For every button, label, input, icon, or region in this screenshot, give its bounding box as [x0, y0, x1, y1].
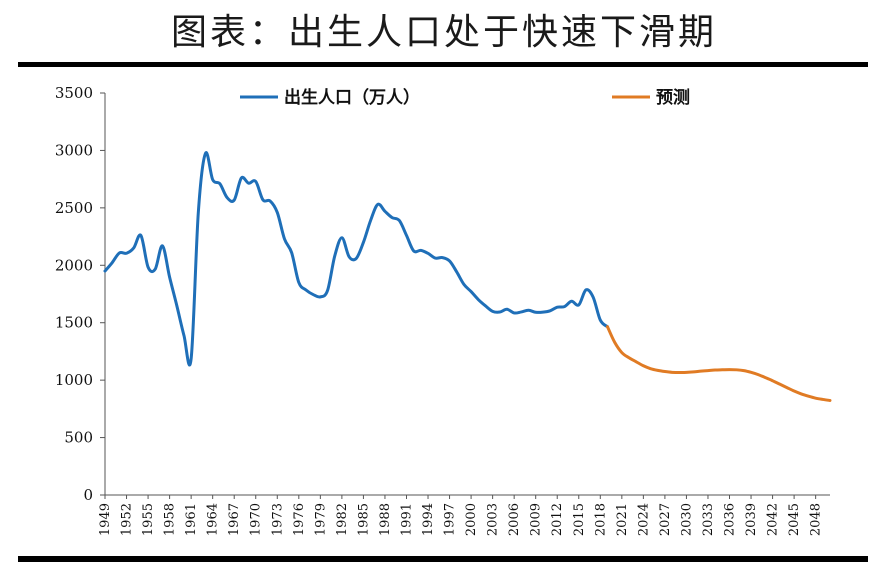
y-tick-label: 3000: [55, 141, 93, 159]
x-tick-label: 2015: [572, 503, 587, 536]
x-tick-label: 1952: [120, 503, 135, 536]
x-tick-label: 1958: [163, 503, 178, 536]
x-tick-label: 1994: [421, 503, 436, 536]
y-tick-label: 500: [64, 429, 93, 447]
x-tick-label: 2027: [658, 503, 673, 536]
y-tick-label: 1500: [55, 314, 93, 332]
y-tick-label: 3500: [55, 84, 93, 102]
x-axis: 1949 1952 1955 1958 1961 1964 1967 1970 1973 1976…: [98, 494, 830, 536]
x-tick-label: 1991: [399, 503, 414, 536]
x-tick-label: 2024: [636, 503, 651, 536]
x-tick-label: 2006: [507, 503, 522, 536]
x-tick-label: 2042: [766, 503, 781, 536]
x-tick-label: 2012: [550, 503, 565, 536]
x-tick-label: 1949: [98, 503, 113, 536]
legend-label: 出生人口（万人）: [284, 87, 420, 108]
x-tick-label: 2018: [593, 503, 608, 536]
x-tick-label: 1988: [378, 503, 393, 536]
x-tick-label: 2048: [809, 503, 824, 536]
x-tick-label: 1979: [313, 503, 328, 536]
x-tick-label: 1955: [141, 503, 156, 536]
x-tick-label: 2039: [744, 503, 759, 536]
x-tick-label: 2003: [486, 503, 501, 536]
y-axis: 0 500 1000 1500 2000 2500 3000 3500: [55, 84, 106, 504]
x-tick-label: 1973: [270, 503, 285, 536]
x-tick-label: 2033: [701, 503, 716, 536]
x-tick-label: 1982: [335, 503, 350, 536]
legend-label: 预测: [656, 87, 690, 108]
actual-birth-line: [103, 151, 609, 367]
x-tick-label: 1967: [227, 503, 242, 536]
forecast-line: [605, 325, 832, 402]
x-tick-label: 1964: [206, 503, 221, 536]
y-tick-label: 1000: [55, 371, 93, 389]
series-lines: [103, 151, 832, 402]
x-tick-label: 2009: [529, 503, 544, 536]
x-tick-label: 2036: [723, 503, 738, 536]
x-tick-label: 1976: [292, 503, 307, 536]
x-tick-label: 2030: [679, 503, 694, 536]
top-rule: [18, 62, 868, 67]
x-tick-label: 1985: [356, 503, 371, 536]
y-tick-label: 2000: [55, 256, 93, 274]
page-title: 图表：出生人口处于快速下滑期: [170, 12, 717, 53]
x-tick-label: 1997: [443, 503, 458, 536]
x-tick-label: 2045: [787, 503, 802, 536]
y-tick-label: 2500: [55, 199, 93, 217]
x-tick-label: 1961: [184, 503, 199, 536]
bottom-rule: [18, 556, 868, 562]
x-tick-label: 2000: [464, 503, 479, 536]
y-tick-label: 0: [83, 486, 93, 504]
x-tick-label: 1970: [249, 503, 264, 536]
x-tick-label: 2021: [615, 503, 630, 536]
legend: 出生人口（万人） 预测: [240, 87, 690, 108]
